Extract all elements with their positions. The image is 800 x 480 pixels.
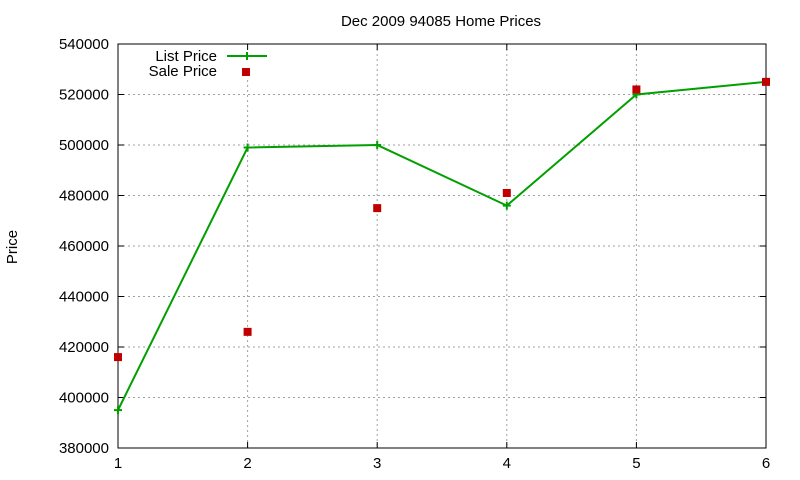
data-point-list-price [114, 406, 122, 415]
legend-label-sale-price: Sale Price [149, 63, 217, 80]
y-tick-label: 420000 [59, 339, 109, 356]
data-point-sale-price [632, 85, 641, 94]
x-tick-label: 2 [243, 455, 251, 472]
series-line-list-price [117, 80, 767, 411]
x-tick-label: 4 [503, 455, 511, 472]
y-tick-label: 380000 [59, 440, 109, 457]
data-point-list-price [373, 141, 382, 149]
y-tick-label: 500000 [59, 137, 109, 154]
legend-marker-sale-price [242, 68, 250, 76]
x-tick-label: 1 [114, 455, 122, 472]
data-point-sale-price [114, 353, 122, 362]
data-point-list-price [502, 201, 511, 210]
data-point-sale-price [762, 77, 770, 86]
x-tick-label: 3 [373, 455, 381, 472]
y-tick-label: 440000 [59, 289, 109, 306]
y-axis-label: Price [4, 230, 21, 264]
data-point-sale-price [502, 188, 511, 197]
y-tick-label: 520000 [59, 87, 109, 104]
y-tick-label: 400000 [59, 390, 109, 407]
series-list-price [114, 77, 770, 415]
chart-title: Dec 2009 94085 Home Prices [341, 13, 541, 30]
axis-ticks: 380000 400000 420000 440000 460000 480000 5000… [59, 36, 770, 472]
data-point-sale-price [243, 327, 252, 336]
legend-marker-list-price [243, 52, 251, 60]
series [114, 77, 770, 415]
data-point-sale-price [373, 204, 382, 213]
y-tick-label: 460000 [59, 238, 109, 255]
series-sale-price [114, 77, 770, 362]
y-tick-label: 540000 [59, 36, 109, 53]
x-tick-label: 5 [632, 455, 640, 472]
y-tick-label: 480000 [59, 188, 109, 205]
legend: List Price Sale Price [149, 48, 267, 80]
x-tick-label: 6 [762, 455, 770, 472]
grid [118, 44, 766, 448]
data-point-list-price [243, 143, 252, 152]
legend-label-list-price: List Price [155, 48, 217, 65]
